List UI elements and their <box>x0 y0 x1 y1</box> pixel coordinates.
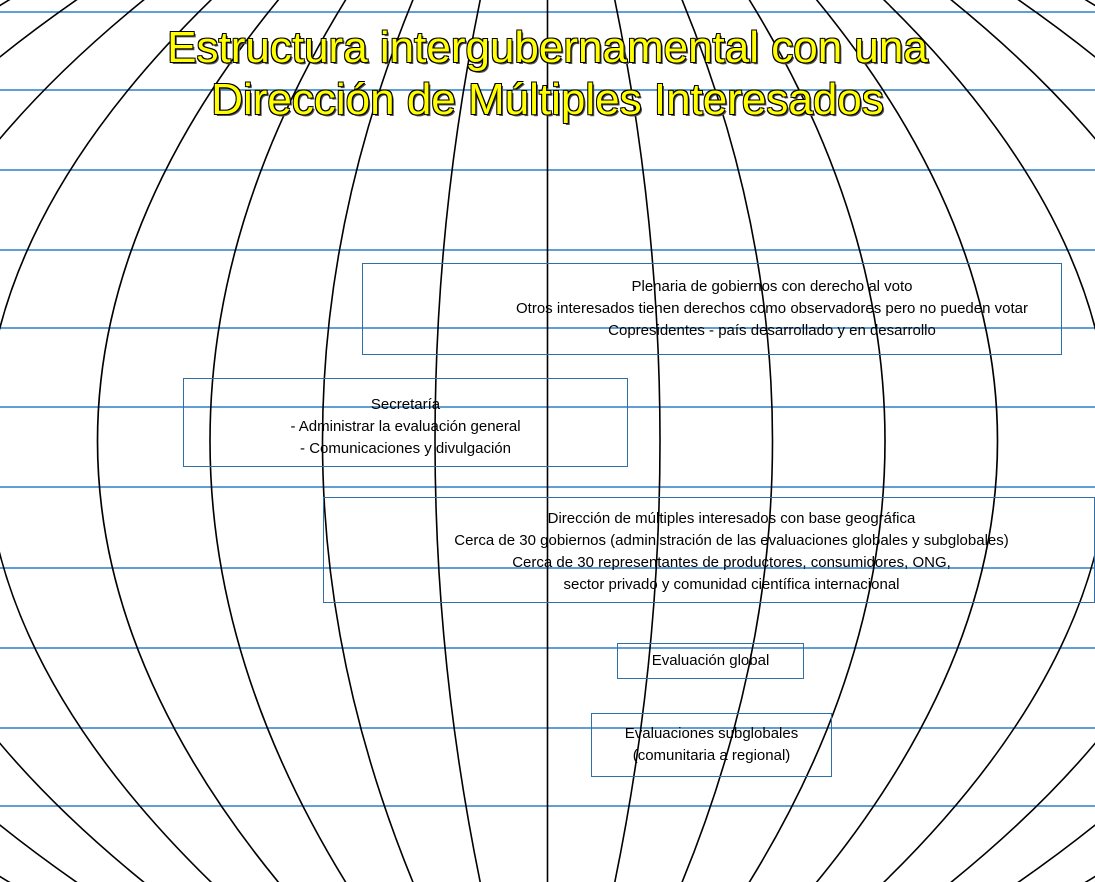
meridian-line-11 <box>681 0 774 882</box>
meridian-line-2 <box>0 0 78 882</box>
subglobal-assessments-box: Evaluaciones subglobales (comunitaria a … <box>591 713 832 777</box>
meridian-line-6 <box>209 0 347 882</box>
meridian-line-12 <box>748 0 886 882</box>
board-box: Dirección de múltiples interesados con b… <box>323 497 1095 603</box>
secretariat-line-2: - Administrar la evaluación general <box>290 418 521 435</box>
title-line-1: Estructura intergubernamental con una <box>167 23 928 72</box>
secretariat-line-3: - Comunicaciones y divulgación <box>300 440 511 457</box>
page-title: Estructura intergubernamental con una Di… <box>0 22 1095 126</box>
meridian-line-8 <box>434 0 482 882</box>
meridian-line-1 <box>0 0 11 882</box>
subglobal-line-2: (comunitaria a regional) <box>632 747 791 764</box>
board-line-3: Cerca de 30 representantes de productore… <box>512 554 951 571</box>
secretariat-line-1: Secretaría <box>370 396 441 413</box>
plenary-line-1: Plenaria de gobiernos con derecho al vot… <box>631 278 913 295</box>
plenary-line-3: Copresidentes - país desarrollado y en d… <box>608 322 936 339</box>
meridian-line-14 <box>882 0 1095 882</box>
meridian-line-15 <box>949 0 1095 882</box>
subglobal-line-1: Evaluaciones subglobales <box>624 725 799 742</box>
global-assessment-label: Evaluación global <box>651 652 770 669</box>
meridian-line-16 <box>1017 0 1095 882</box>
plenary-box: Plenaria de gobiernos con derecho al vot… <box>362 263 1062 355</box>
title-line-2: Dirección de Múltiples Interesados <box>211 75 884 124</box>
meridian-line-17 <box>1084 0 1095 882</box>
meridian-line-3 <box>0 0 146 882</box>
secretariat-box: Secretaría - Administrar la evaluación g… <box>183 378 628 467</box>
meridian-line-10 <box>613 0 661 882</box>
meridian-line-4 <box>0 0 213 882</box>
board-line-2: Cerca de 30 gobiernos (administración de… <box>454 532 1009 549</box>
meridian-line-7 <box>321 0 414 882</box>
plenary-line-2: Otros interesados tienen derechos como o… <box>516 300 1028 317</box>
global-assessment-box: Evaluación global <box>617 643 804 679</box>
meridian-line-5 <box>96 0 280 882</box>
board-line-1: Dirección de múltiples interesados con b… <box>547 510 916 527</box>
meridian-line-13 <box>815 0 999 882</box>
board-line-4: sector privado y comunidad científica in… <box>563 576 900 593</box>
